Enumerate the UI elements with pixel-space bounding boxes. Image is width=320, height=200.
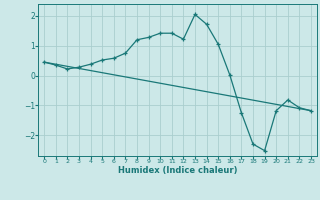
- X-axis label: Humidex (Indice chaleur): Humidex (Indice chaleur): [118, 166, 237, 175]
